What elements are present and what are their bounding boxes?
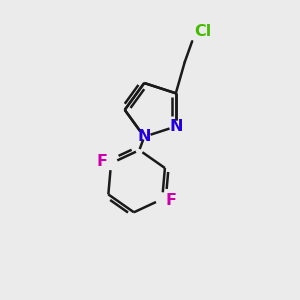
- Text: F: F: [97, 154, 107, 169]
- Text: Cl: Cl: [194, 24, 212, 39]
- Text: F: F: [166, 193, 177, 208]
- Text: N: N: [137, 129, 151, 144]
- Text: N: N: [169, 119, 183, 134]
